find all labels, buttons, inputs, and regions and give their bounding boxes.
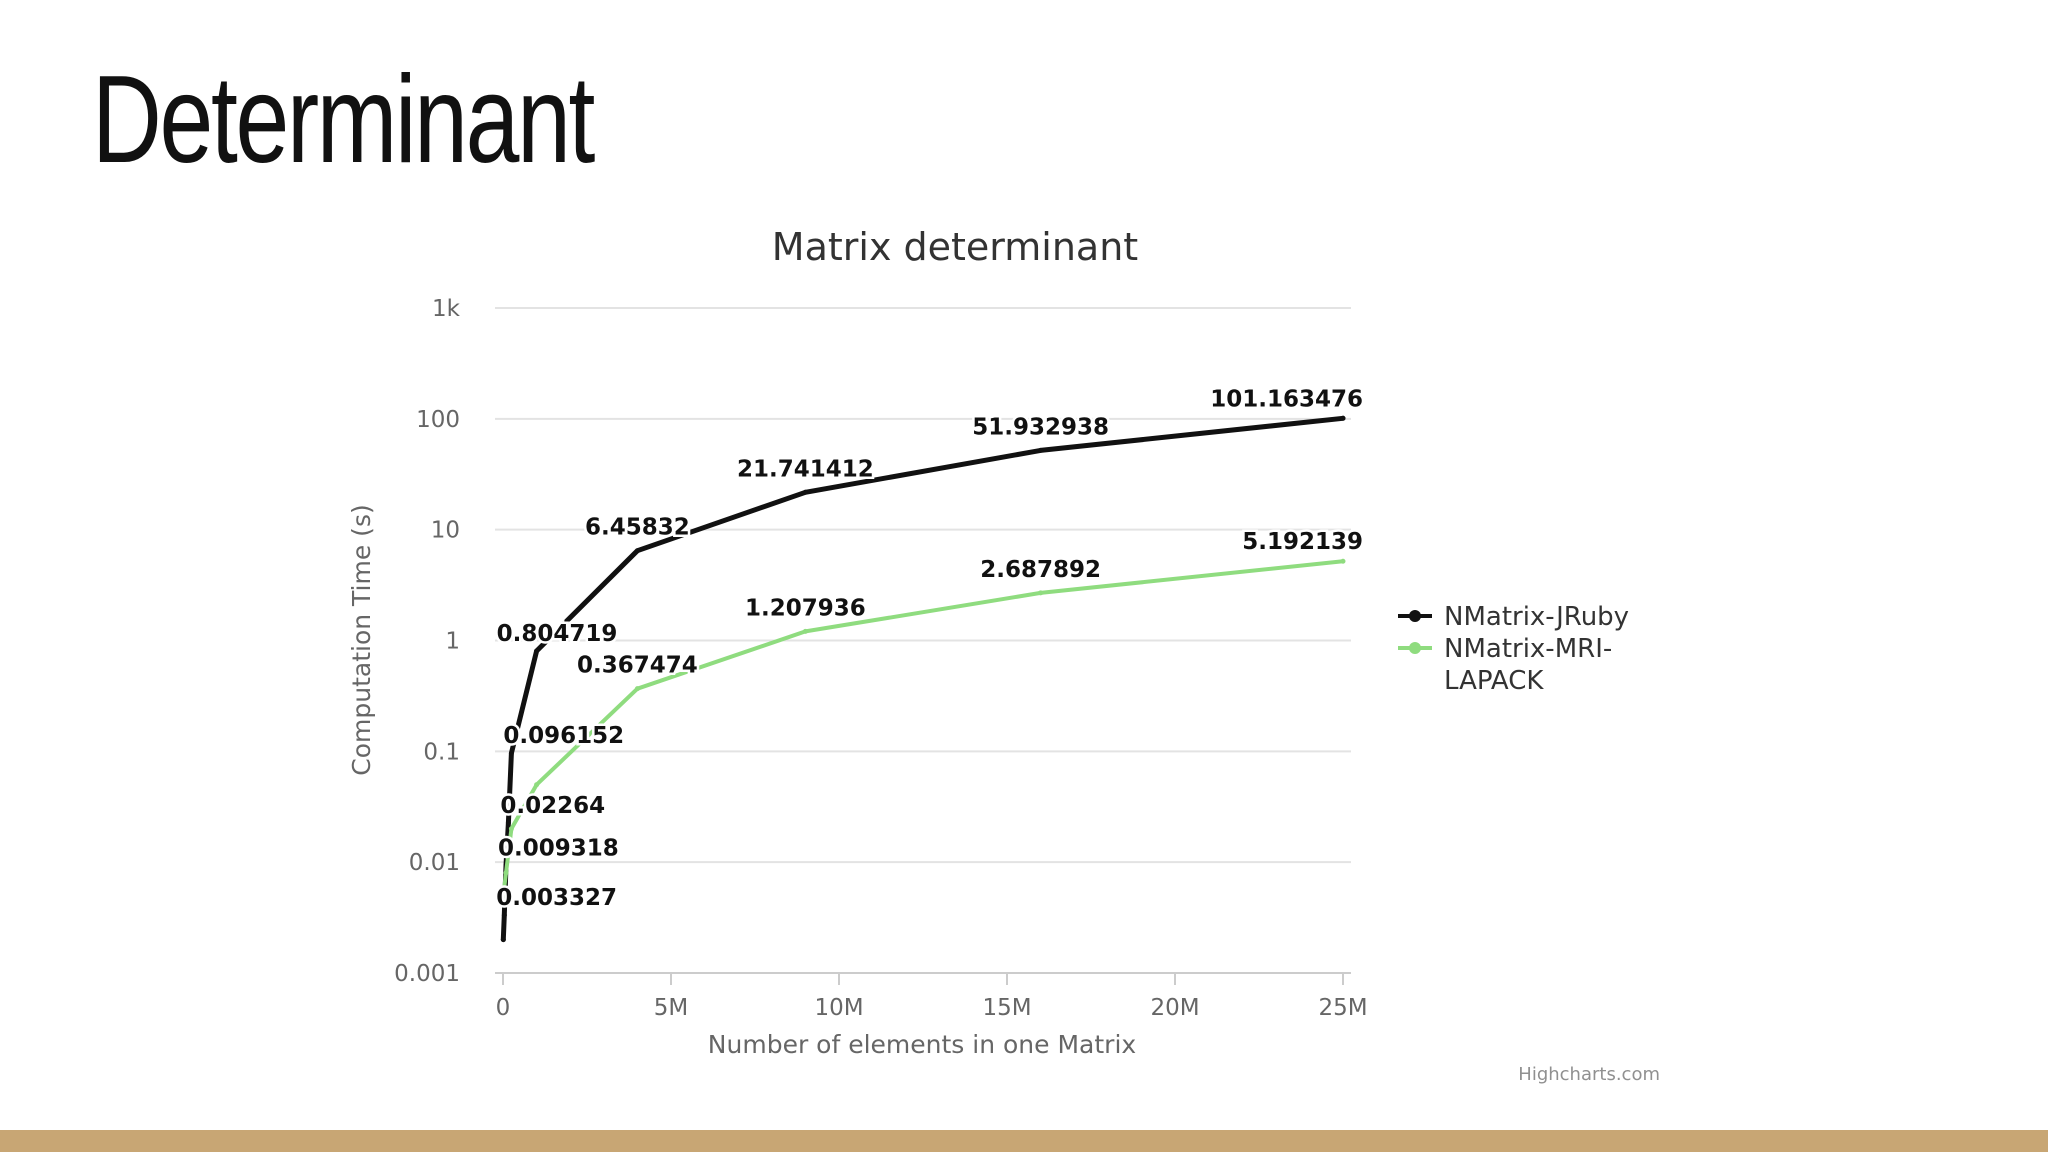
slide-title: Determinant [92, 51, 595, 189]
data-point[interactable] [508, 750, 514, 756]
y-tick-label: 0.001 [394, 961, 460, 987]
x-tick-label: 25M [1318, 995, 1367, 1021]
x-tick-label: 10M [814, 995, 863, 1021]
data-label: 0.367474 [577, 653, 698, 679]
data-labels: 0.003327 0.009318 0.02264 0.096152 0.804719 6… [494, 384, 1366, 914]
x-axis-ticks: 0 5M 10M 15M 20M 25M [495, 972, 1368, 1021]
legend-marker[interactable] [1409, 610, 1421, 622]
data-point[interactable] [503, 870, 509, 876]
y-tick-label: 1k [432, 296, 461, 322]
data-label: 6.45832 [585, 515, 690, 541]
data-label: 0.009318 [498, 836, 619, 862]
data-label: 0.096152 [503, 723, 624, 749]
series-layer [500, 415, 1346, 943]
data-point[interactable] [501, 912, 507, 918]
y-tick-label: 10 [431, 518, 460, 544]
footer-accent-bar [0, 1130, 2048, 1152]
data-label: 0.02264 [500, 793, 605, 819]
legend-item-label[interactable]: NMatrix-JRuby [1444, 602, 1629, 632]
y-axis-ticks: 0.001 0.01 0.1 1 10 100 1k [394, 296, 461, 987]
y-axis-label: Computation Time (s) [347, 504, 376, 775]
x-tick-label: 15M [982, 995, 1031, 1021]
data-point[interactable] [1340, 415, 1346, 421]
data-point[interactable] [1340, 558, 1346, 564]
data-point[interactable] [500, 937, 506, 943]
chart-credits[interactable]: Highcharts.com [1518, 1064, 1660, 1085]
data-point[interactable] [508, 826, 514, 832]
data-point[interactable] [1038, 447, 1044, 453]
data-label: 2.687892 [980, 557, 1101, 583]
data-point[interactable] [1038, 590, 1044, 596]
data-label: 5.192139 [1242, 529, 1363, 555]
x-tick-label: 5M [654, 995, 688, 1021]
x-tick-label: 0 [496, 995, 511, 1021]
data-label: 0.003327 [496, 885, 617, 911]
x-axis-label: Number of elements in one Matrix [708, 1030, 1136, 1059]
data-label: 21.741412 [737, 456, 874, 482]
legend-item-label[interactable]: NMatrix-MRI-LAPACK [1444, 634, 1612, 696]
data-point[interactable] [802, 489, 808, 495]
data-point[interactable] [505, 820, 511, 826]
y-tick-label: 0.01 [409, 850, 460, 876]
data-point[interactable] [534, 648, 540, 654]
y-tick-label: 0.1 [423, 739, 460, 765]
data-point[interactable] [634, 548, 640, 554]
series-line-1[interactable] [501, 559, 1345, 898]
y-tick-label: 100 [416, 407, 460, 433]
y-tick-label: 1 [445, 629, 460, 655]
x-tick-label: 20M [1150, 995, 1199, 1021]
data-point[interactable] [534, 782, 540, 788]
legend-marker[interactable] [1409, 642, 1421, 654]
chart-title: Matrix determinant [772, 225, 1138, 269]
data-point[interactable] [634, 686, 640, 692]
data-label: 0.804719 [497, 621, 618, 647]
data-point[interactable] [802, 628, 808, 634]
data-point[interactable] [500, 893, 506, 899]
data-label: 51.932938 [972, 414, 1109, 440]
data-label: 101.163476 [1210, 386, 1363, 412]
data-label: 1.207936 [745, 595, 866, 621]
